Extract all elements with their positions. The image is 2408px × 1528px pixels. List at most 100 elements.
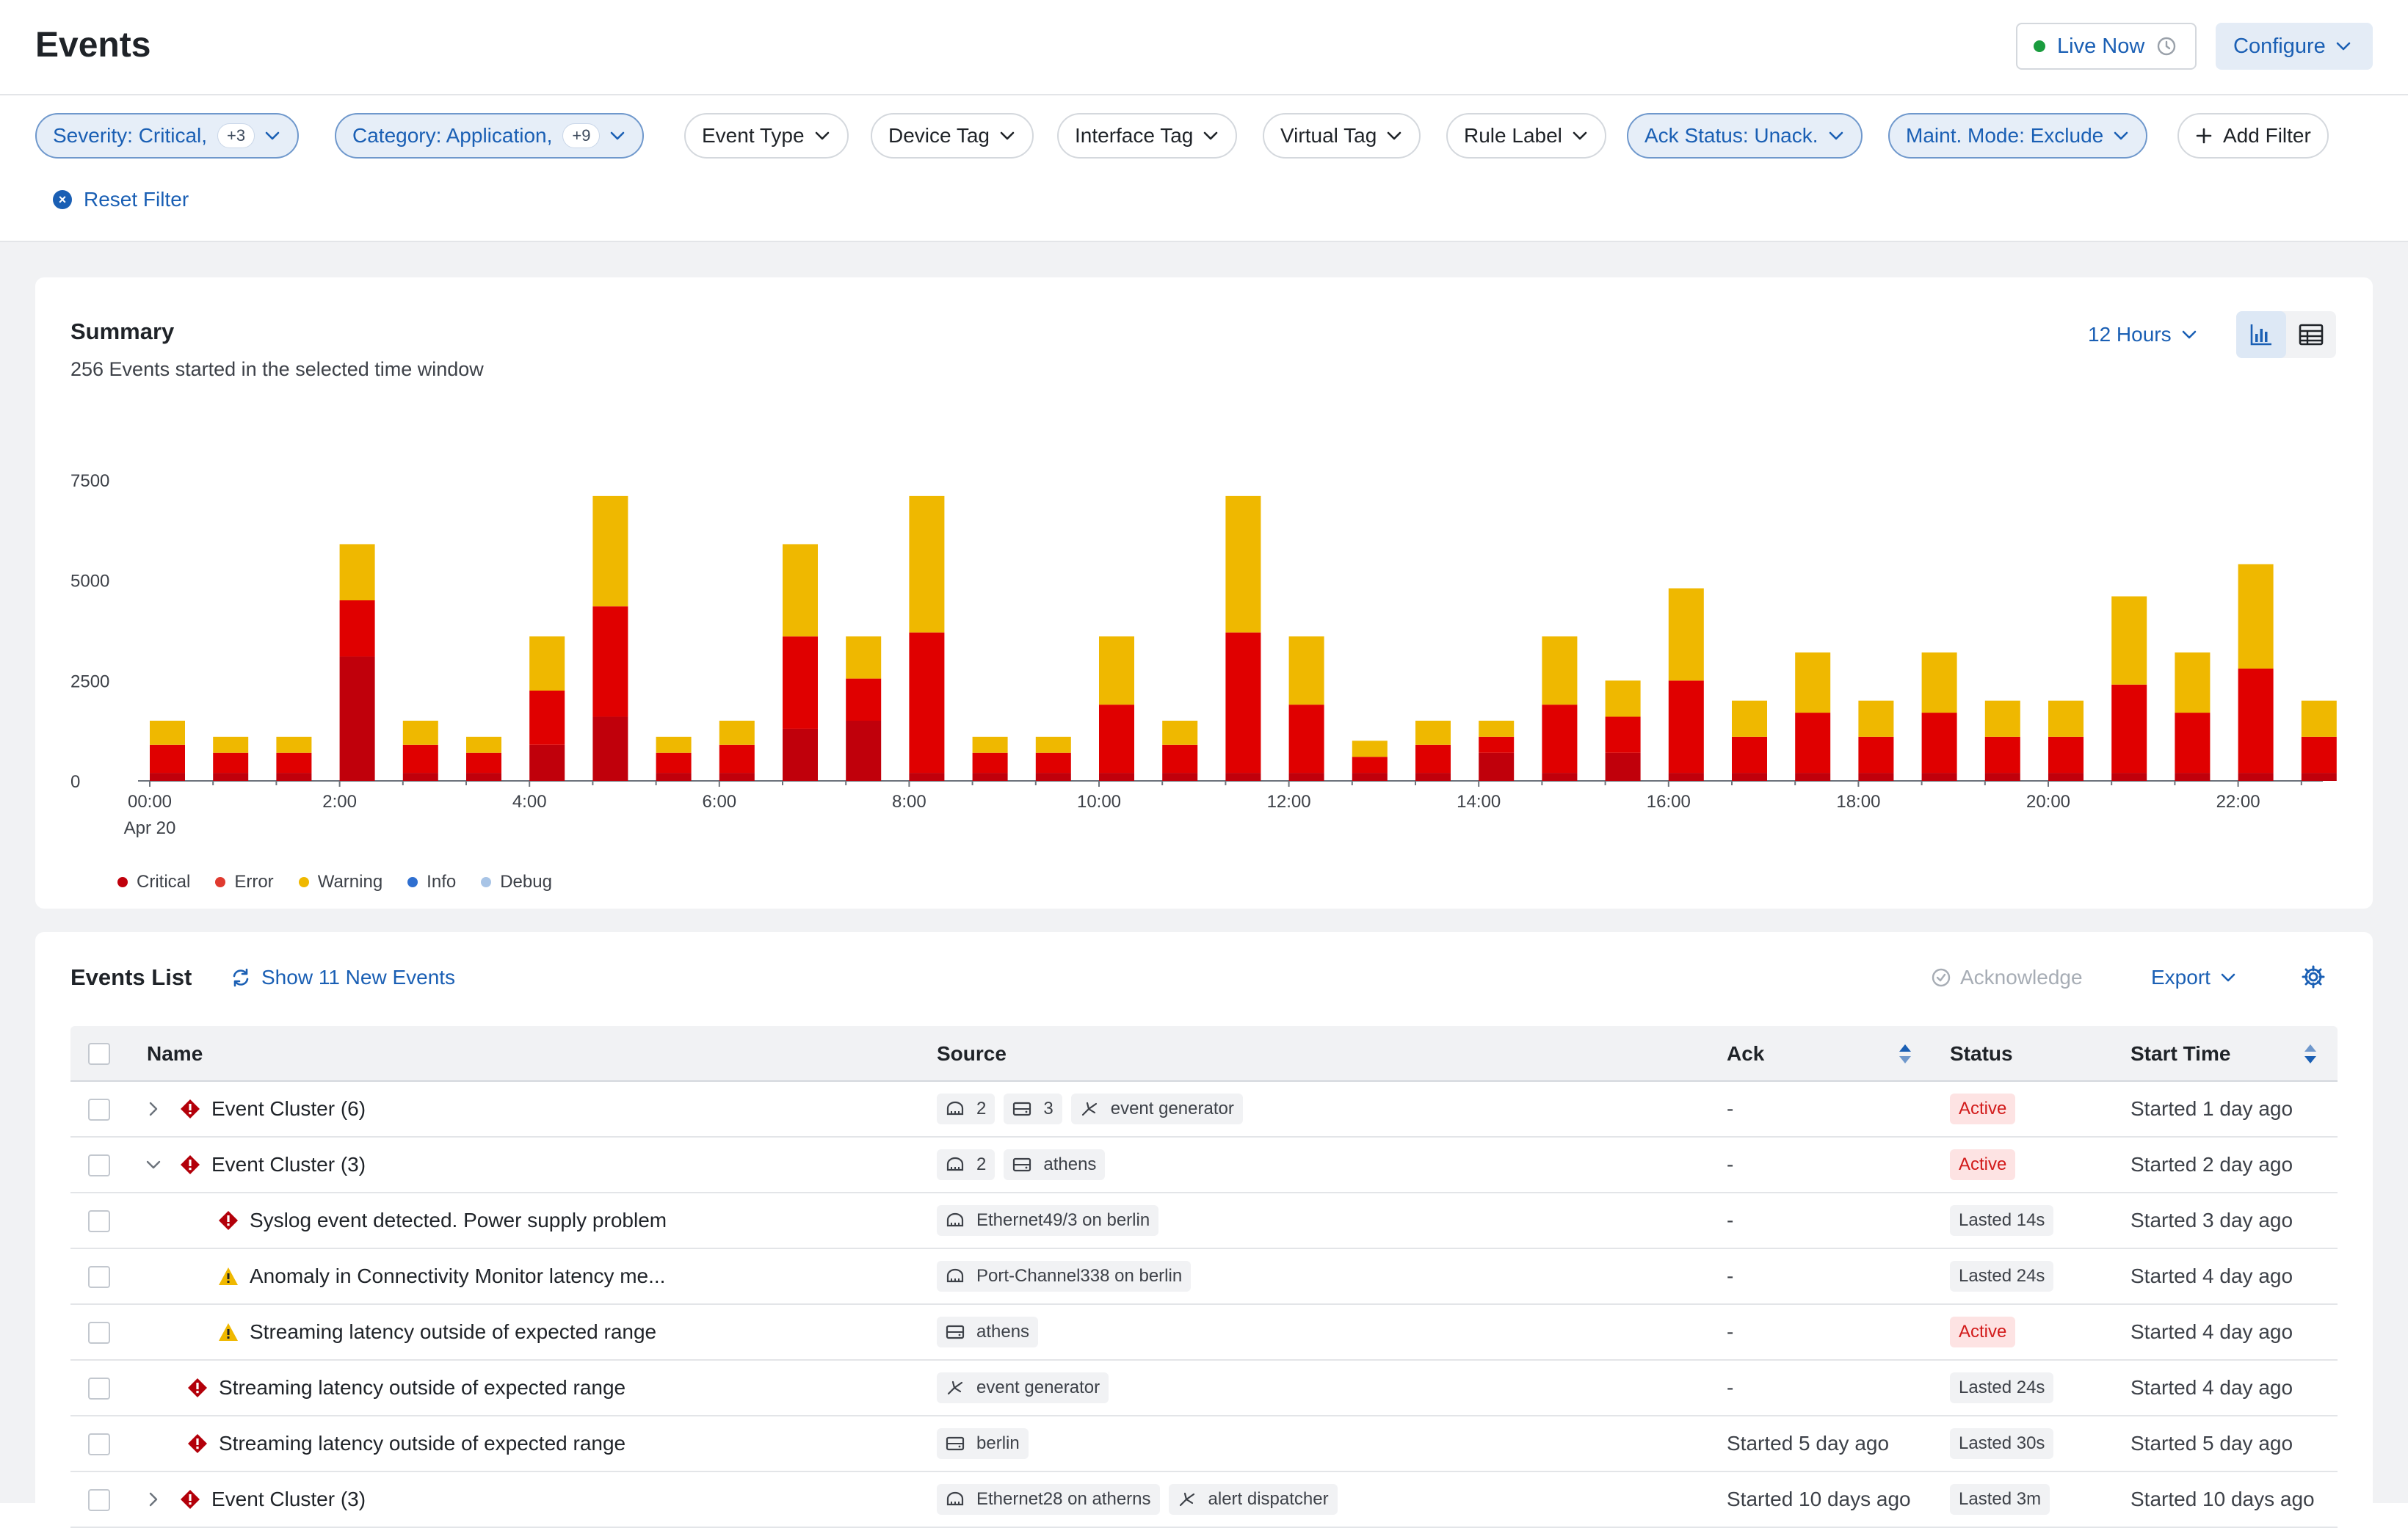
bar-segment-error[interactable] — [2238, 668, 2274, 774]
bar-segment-warning[interactable] — [2048, 700, 2084, 737]
source-tag[interactable]: alert dispatcher — [1168, 1484, 1338, 1515]
bar-segment-error[interactable] — [2111, 684, 2147, 774]
bar-segment-error[interactable] — [1984, 736, 2020, 774]
bar-segment-error[interactable] — [1858, 736, 1894, 774]
bar-segment-warning[interactable] — [1225, 495, 1261, 633]
bar-segment-warning[interactable] — [656, 736, 692, 753]
bar-segment-critical[interactable] — [1605, 752, 1641, 781]
bar-segment-error[interactable] — [2175, 713, 2211, 774]
bar-segment-error[interactable] — [339, 600, 375, 657]
bar-segment-critical[interactable] — [339, 656, 375, 781]
sort-icon[interactable] — [1897, 1042, 1913, 1071]
source-tag[interactable]: athens — [1004, 1149, 1106, 1180]
event-name[interactable]: Event Cluster (6) — [211, 1097, 366, 1120]
event-name[interactable]: Anomaly in Connectivity Monitor latency … — [250, 1265, 666, 1287]
bar-segment-critical[interactable] — [466, 773, 501, 781]
bar-segment-error[interactable] — [276, 752, 312, 774]
bar-segment-error[interactable] — [1035, 752, 1071, 774]
bar-segment-warning[interactable] — [339, 544, 375, 600]
bar-segment-critical[interactable] — [2111, 773, 2147, 781]
configure-button[interactable]: Configure — [2216, 23, 2373, 70]
bar-segment-critical[interactable] — [2301, 773, 2337, 781]
table-row[interactable]: Streaming latency outside of expected ra… — [70, 1416, 2338, 1472]
bar-segment-error[interactable] — [2048, 736, 2084, 774]
bar-segment-critical[interactable] — [150, 773, 185, 781]
row-checkbox[interactable] — [88, 1322, 110, 1344]
row-checkbox[interactable] — [88, 1266, 110, 1288]
bar-segment-critical[interactable] — [1162, 773, 1198, 781]
bar-segment-error[interactable] — [402, 744, 438, 774]
export-button[interactable]: Export — [2151, 966, 2237, 989]
bar-segment-warning[interactable] — [213, 736, 249, 753]
bar-segment-warning[interactable] — [1162, 721, 1198, 745]
bar-segment-error[interactable] — [529, 691, 565, 745]
bar-segment-warning[interactable] — [592, 495, 628, 607]
table-row[interactable]: Syslog event detected. Power supply prob… — [70, 1193, 2338, 1249]
bar-segment-warning[interactable] — [1288, 636, 1324, 705]
bar-segment-error[interactable] — [1162, 744, 1198, 774]
bar-segment-critical[interactable] — [1984, 773, 2020, 781]
bar-segment-error[interactable] — [783, 636, 818, 729]
legend-item-debug[interactable]: Debug — [481, 872, 552, 892]
legend-item-info[interactable]: Info — [407, 872, 456, 892]
row-checkbox[interactable] — [88, 1154, 110, 1176]
chevron-right-icon[interactable] — [144, 1099, 163, 1124]
source-tag[interactable]: Port-Channel338 on berlin — [937, 1261, 1192, 1292]
column-header-name[interactable]: Name — [147, 1042, 203, 1065]
filter-chip-category[interactable]: Category: Application, +9 — [335, 113, 645, 159]
filter-chip-severity[interactable]: Severity: Critical, +3 — [35, 113, 300, 159]
event-name[interactable]: Streaming latency outside of expected ra… — [250, 1320, 657, 1343]
bar-segment-critical[interactable] — [402, 773, 438, 781]
sort-icon[interactable] — [2302, 1042, 2318, 1071]
bar-segment-warning[interactable] — [276, 736, 312, 753]
legend-item-critical[interactable]: Critical — [117, 872, 190, 892]
event-name[interactable]: Event Cluster (3) — [211, 1153, 366, 1176]
bar-segment-error[interactable] — [1542, 705, 1578, 774]
bar-segment-warning[interactable] — [1352, 741, 1388, 757]
bar-segment-critical[interactable] — [1225, 773, 1261, 781]
bar-segment-critical[interactable] — [2238, 773, 2274, 781]
event-name[interactable]: Syslog event detected. Power supply prob… — [250, 1209, 667, 1232]
bar-segment-critical[interactable] — [1858, 773, 1894, 781]
table-row[interactable]: Streaming latency outside of expected ra… — [70, 1361, 2338, 1416]
filter-chip-rule-label[interactable]: Rule Label — [1446, 113, 1606, 159]
bar-segment-critical[interactable] — [2048, 773, 2084, 781]
select-all-checkbox[interactable] — [88, 1043, 110, 1065]
bar-segment-critical[interactable] — [1542, 773, 1578, 781]
bar-segment-critical[interactable] — [1099, 773, 1134, 781]
bar-segment-critical[interactable] — [213, 773, 249, 781]
bar-segment-warning[interactable] — [529, 636, 565, 691]
event-name[interactable]: Streaming latency outside of expected ra… — [219, 1432, 626, 1455]
source-tag[interactable]: 2 — [937, 1149, 996, 1180]
bar-segment-critical[interactable] — [972, 773, 1008, 781]
filter-chip-ack-status[interactable]: Ack Status: Unack. — [1627, 113, 1863, 159]
time-range-select[interactable]: 12 Hours — [2088, 323, 2198, 346]
bar-segment-warning[interactable] — [2238, 564, 2274, 669]
chevron-down-icon[interactable] — [144, 1155, 163, 1179]
bar-segment-warning[interactable] — [1668, 588, 1704, 681]
bar-segment-warning[interactable] — [1605, 680, 1641, 717]
table-row[interactable]: Event Cluster (3) Ethernet28 on atherns al… — [70, 1472, 2338, 1528]
bar-segment-warning[interactable] — [1795, 652, 1831, 713]
bar-segment-critical[interactable] — [1288, 773, 1324, 781]
source-tag[interactable]: 2 — [937, 1094, 996, 1124]
source-tag[interactable]: event generator — [937, 1372, 1109, 1403]
table-row[interactable]: Anomaly in Connectivity Monitor latency … — [70, 1249, 2338, 1305]
bar-segment-warning[interactable] — [719, 721, 755, 745]
bar-segment-error[interactable] — [1415, 744, 1451, 774]
filter-chip-maint-mode[interactable]: Maint. Mode: Exclude — [1888, 113, 2148, 159]
bar-segment-warning[interactable] — [1035, 736, 1071, 753]
bar-segment-warning[interactable] — [1415, 721, 1451, 745]
legend-item-warning[interactable]: Warning — [298, 872, 382, 892]
bar-segment-warning[interactable] — [402, 721, 438, 745]
bar-segment-error[interactable] — [656, 752, 692, 774]
legend-item-error[interactable]: Error — [215, 872, 274, 892]
bar-segment-critical[interactable] — [1795, 773, 1831, 781]
bar-segment-warning[interactable] — [1099, 636, 1134, 705]
source-tag[interactable]: event generator — [1070, 1094, 1243, 1124]
bar-segment-error[interactable] — [2301, 736, 2337, 774]
bar-segment-critical[interactable] — [1732, 773, 1767, 781]
bar-segment-critical[interactable] — [2175, 773, 2211, 781]
bar-segment-error[interactable] — [213, 752, 249, 774]
bar-segment-warning[interactable] — [150, 721, 185, 745]
